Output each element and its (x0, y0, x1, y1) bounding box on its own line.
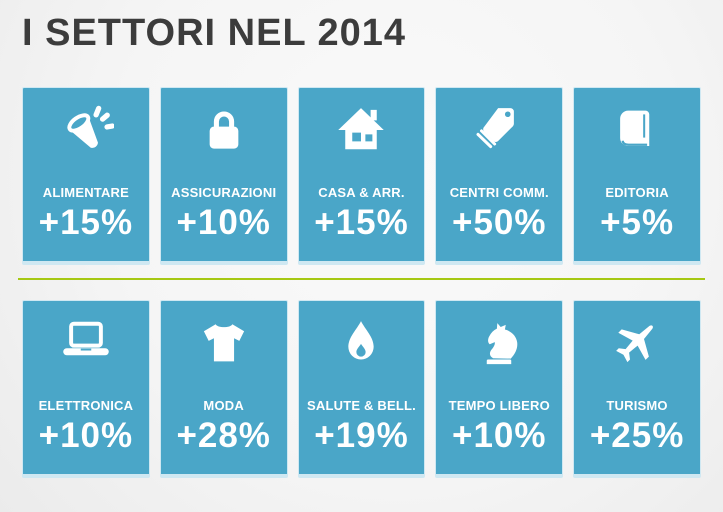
sector-value: +15% (38, 203, 134, 242)
sector-row-2: ELETTRONICA +10% MODA +28% SALUTE & BELL… (0, 300, 723, 478)
price-tags-icon (471, 99, 527, 161)
sector-label: SALUTE & BELL. (307, 398, 416, 413)
sector-card-editoria: EDITORIA +5% (573, 87, 701, 265)
house-icon (333, 99, 389, 161)
sector-value: +10% (176, 203, 271, 242)
sector-value: +50% (452, 203, 547, 242)
sector-card-tempo-libero: TEMPO LIBERO +10% (435, 300, 564, 478)
sector-value: +10% (452, 416, 547, 455)
sector-label: CENTRI COMM. (449, 185, 549, 200)
sector-card-elettronica: ELETTRONICA +10% (22, 300, 150, 478)
sector-label: ASSICURAZIONI (171, 185, 277, 200)
sector-card-casa: CASA & ARR. +15% (297, 87, 426, 265)
sector-label: TURISMO (606, 398, 668, 413)
sector-value: +19% (314, 416, 409, 455)
sector-row-1: ALIMENTARE +15% ASSICURAZIONI +10% CASA … (0, 87, 723, 265)
sector-label: TEMPO LIBERO (448, 398, 550, 413)
sector-value: +10% (38, 416, 134, 455)
sector-card-salute: SALUTE & BELL. +19% (297, 300, 426, 478)
megaphone-icon (58, 99, 114, 161)
drop-icon (334, 312, 388, 374)
sector-value: +28% (176, 416, 271, 455)
sector-value: +25% (589, 416, 685, 455)
chess-knight-icon (472, 312, 526, 374)
sector-label: MODA (203, 398, 244, 413)
page-title: I SETTORI NEL 2014 (22, 12, 407, 54)
sector-label: CASA & ARR. (318, 185, 405, 200)
sector-card-moda: MODA +28% (159, 300, 288, 478)
sector-value: +15% (314, 203, 409, 242)
sector-card-alimentare: ALIMENTARE +15% (22, 87, 150, 265)
book-icon (610, 99, 664, 161)
sector-label: ALIMENTARE (42, 185, 130, 200)
sector-label: EDITORIA (605, 185, 669, 200)
sector-card-assicurazioni: ASSICURAZIONI +10% (159, 87, 288, 265)
sector-card-turismo: TURISMO +25% (573, 300, 701, 478)
sector-card-centri-comm: CENTRI COMM. +50% (435, 87, 564, 265)
tshirt-icon (196, 312, 252, 374)
sector-value: +5% (600, 203, 675, 242)
airplane-icon (609, 312, 665, 374)
green-divider-line (18, 278, 705, 280)
sector-label: ELETTRONICA (38, 398, 134, 413)
laptop-icon (58, 312, 114, 374)
padlock-icon (197, 99, 251, 161)
